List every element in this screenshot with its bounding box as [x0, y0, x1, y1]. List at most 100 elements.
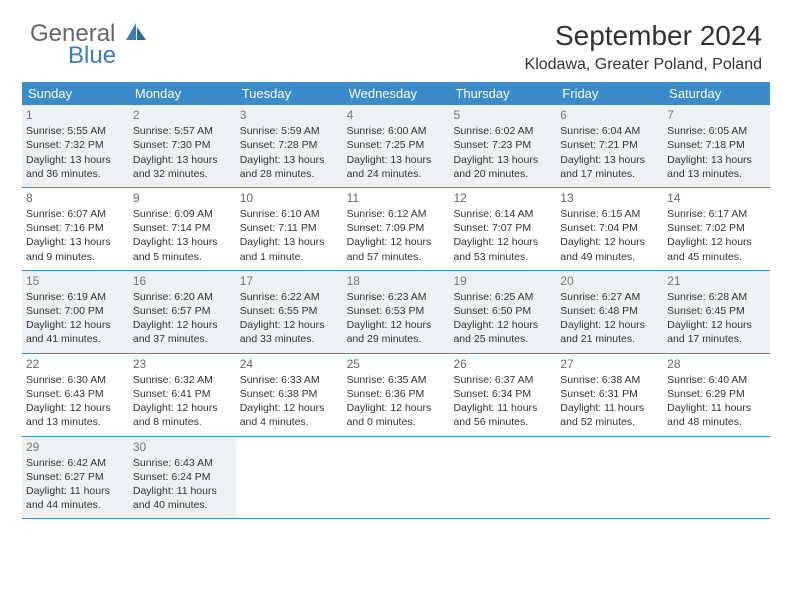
day-number: 12 [453, 190, 552, 206]
sunrise-line: Sunrise: 6:02 AM [453, 124, 552, 138]
daylight-line: Daylight: 12 hours and 17 minutes. [667, 318, 766, 346]
calendar-day-cell: 21Sunrise: 6:28 AMSunset: 6:45 PMDayligh… [663, 271, 770, 353]
day-number: 6 [560, 107, 659, 123]
daylight-line: Daylight: 12 hours and 45 minutes. [667, 235, 766, 263]
calendar-week-row: 22Sunrise: 6:30 AMSunset: 6:43 PMDayligh… [22, 354, 770, 437]
day-number: 4 [347, 107, 446, 123]
sunset-line: Sunset: 7:09 PM [347, 221, 446, 235]
sunrise-line: Sunrise: 6:42 AM [26, 456, 125, 470]
sunrise-line: Sunrise: 6:19 AM [26, 290, 125, 304]
daylight-line: Daylight: 12 hours and 49 minutes. [560, 235, 659, 263]
sunset-line: Sunset: 6:38 PM [240, 387, 339, 401]
daylight-line: Daylight: 13 hours and 13 minutes. [667, 153, 766, 181]
calendar-empty-cell [343, 437, 450, 519]
sunset-line: Sunset: 6:29 PM [667, 387, 766, 401]
day-number: 26 [453, 356, 552, 372]
day-number: 18 [347, 273, 446, 289]
daylight-line: Daylight: 12 hours and 57 minutes. [347, 235, 446, 263]
sunset-line: Sunset: 6:34 PM [453, 387, 552, 401]
calendar-day-cell: 6Sunrise: 6:04 AMSunset: 7:21 PMDaylight… [556, 105, 663, 187]
logo-sail-icon [126, 20, 148, 47]
day-number: 22 [26, 356, 125, 372]
sunrise-line: Sunrise: 6:28 AM [667, 290, 766, 304]
weekday-header: Friday [556, 82, 663, 105]
location: Klodawa, Greater Poland, Poland [525, 56, 762, 74]
sunset-line: Sunset: 6:50 PM [453, 304, 552, 318]
calendar-day-cell: 8Sunrise: 6:07 AMSunset: 7:16 PMDaylight… [22, 188, 129, 270]
calendar-day-cell: 3Sunrise: 5:59 AMSunset: 7:28 PMDaylight… [236, 105, 343, 187]
day-number: 28 [667, 356, 766, 372]
calendar-day-cell: 28Sunrise: 6:40 AMSunset: 6:29 PMDayligh… [663, 354, 770, 436]
daylight-line: Daylight: 13 hours and 36 minutes. [26, 153, 125, 181]
daylight-line: Daylight: 12 hours and 37 minutes. [133, 318, 232, 346]
sunrise-line: Sunrise: 6:07 AM [26, 207, 125, 221]
sunrise-line: Sunrise: 6:10 AM [240, 207, 339, 221]
day-number: 7 [667, 107, 766, 123]
day-number: 24 [240, 356, 339, 372]
calendar-day-cell: 7Sunrise: 6:05 AMSunset: 7:18 PMDaylight… [663, 105, 770, 187]
sunrise-line: Sunrise: 6:23 AM [347, 290, 446, 304]
sunset-line: Sunset: 6:43 PM [26, 387, 125, 401]
sunset-line: Sunset: 7:16 PM [26, 221, 125, 235]
calendar-day-cell: 11Sunrise: 6:12 AMSunset: 7:09 PMDayligh… [343, 188, 450, 270]
calendar-day-cell: 24Sunrise: 6:33 AMSunset: 6:38 PMDayligh… [236, 354, 343, 436]
calendar-day-cell: 2Sunrise: 5:57 AMSunset: 7:30 PMDaylight… [129, 105, 236, 187]
daylight-line: Daylight: 12 hours and 41 minutes. [26, 318, 125, 346]
sunrise-line: Sunrise: 6:09 AM [133, 207, 232, 221]
daylight-line: Daylight: 13 hours and 32 minutes. [133, 153, 232, 181]
sunrise-line: Sunrise: 6:37 AM [453, 373, 552, 387]
daylight-line: Daylight: 12 hours and 33 minutes. [240, 318, 339, 346]
day-number: 30 [133, 439, 232, 455]
day-number: 15 [26, 273, 125, 289]
day-number: 10 [240, 190, 339, 206]
sunrise-line: Sunrise: 6:38 AM [560, 373, 659, 387]
calendar-week-row: 1Sunrise: 5:55 AMSunset: 7:32 PMDaylight… [22, 105, 770, 188]
sunset-line: Sunset: 7:07 PM [453, 221, 552, 235]
sunset-line: Sunset: 6:24 PM [133, 470, 232, 484]
daylight-line: Daylight: 13 hours and 24 minutes. [347, 153, 446, 181]
calendar-week-row: 8Sunrise: 6:07 AMSunset: 7:16 PMDaylight… [22, 188, 770, 271]
calendar-day-cell: 19Sunrise: 6:25 AMSunset: 6:50 PMDayligh… [449, 271, 556, 353]
calendar-week-row: 15Sunrise: 6:19 AMSunset: 7:00 PMDayligh… [22, 271, 770, 354]
daylight-line: Daylight: 12 hours and 29 minutes. [347, 318, 446, 346]
sunrise-line: Sunrise: 6:00 AM [347, 124, 446, 138]
sunrise-line: Sunrise: 6:12 AM [347, 207, 446, 221]
daylight-line: Daylight: 12 hours and 8 minutes. [133, 401, 232, 429]
sunset-line: Sunset: 6:53 PM [347, 304, 446, 318]
day-number: 2 [133, 107, 232, 123]
header: General Blue September 2024 Klodawa, Gre… [0, 0, 792, 82]
day-number: 11 [347, 190, 446, 206]
sunset-line: Sunset: 7:02 PM [667, 221, 766, 235]
weekday-header: Saturday [663, 82, 770, 105]
sunset-line: Sunset: 7:32 PM [26, 138, 125, 152]
calendar-header-row: SundayMondayTuesdayWednesdayThursdayFrid… [22, 82, 770, 105]
sunset-line: Sunset: 7:14 PM [133, 221, 232, 235]
sunset-line: Sunset: 7:18 PM [667, 138, 766, 152]
day-number: 13 [560, 190, 659, 206]
day-number: 3 [240, 107, 339, 123]
day-number: 27 [560, 356, 659, 372]
sunrise-line: Sunrise: 6:33 AM [240, 373, 339, 387]
sunset-line: Sunset: 7:04 PM [560, 221, 659, 235]
day-number: 9 [133, 190, 232, 206]
weekday-header: Monday [129, 82, 236, 105]
calendar-day-cell: 20Sunrise: 6:27 AMSunset: 6:48 PMDayligh… [556, 271, 663, 353]
daylight-line: Daylight: 11 hours and 40 minutes. [133, 484, 232, 512]
sunrise-line: Sunrise: 6:04 AM [560, 124, 659, 138]
sunrise-line: Sunrise: 5:59 AM [240, 124, 339, 138]
weekday-header: Wednesday [343, 82, 450, 105]
sunrise-line: Sunrise: 6:43 AM [133, 456, 232, 470]
daylight-line: Daylight: 12 hours and 53 minutes. [453, 235, 552, 263]
calendar-day-cell: 1Sunrise: 5:55 AMSunset: 7:32 PMDaylight… [22, 105, 129, 187]
sunset-line: Sunset: 7:30 PM [133, 138, 232, 152]
sunrise-line: Sunrise: 6:27 AM [560, 290, 659, 304]
logo: General Blue [30, 20, 148, 70]
daylight-line: Daylight: 13 hours and 5 minutes. [133, 235, 232, 263]
sunrise-line: Sunrise: 5:55 AM [26, 124, 125, 138]
calendar-day-cell: 29Sunrise: 6:42 AMSunset: 6:27 PMDayligh… [22, 437, 129, 519]
sunrise-line: Sunrise: 6:20 AM [133, 290, 232, 304]
daylight-line: Daylight: 13 hours and 1 minute. [240, 235, 339, 263]
daylight-line: Daylight: 12 hours and 4 minutes. [240, 401, 339, 429]
calendar-day-cell: 5Sunrise: 6:02 AMSunset: 7:23 PMDaylight… [449, 105, 556, 187]
daylight-line: Daylight: 12 hours and 25 minutes. [453, 318, 552, 346]
